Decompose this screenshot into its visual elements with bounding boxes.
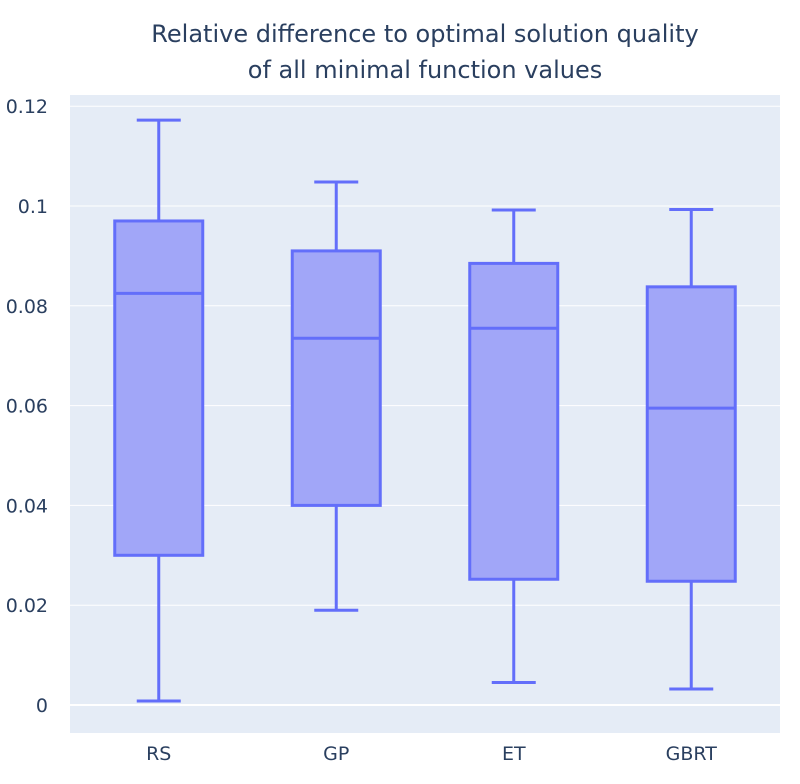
interquartile-box	[113, 219, 205, 557]
x-axis-ticks: RS GP ET GBRT	[146, 743, 717, 765]
x-tick-label: GP	[323, 743, 349, 765]
box-rs	[113, 118, 205, 703]
x-tick-label: RS	[146, 743, 171, 765]
y-tick-label: 0	[36, 695, 48, 717]
x-tick-label: ET	[502, 743, 526, 765]
chart-title-line-1: Relative difference to optimal solution …	[151, 20, 698, 48]
y-tick-label: 0.06	[6, 396, 48, 418]
interquartile-box	[468, 261, 560, 581]
y-axis-ticks: 0 0.02 0.04 0.06 0.08 0.1 0.12	[6, 96, 48, 717]
y-tick-label: 0.12	[6, 96, 48, 118]
box-gp	[290, 180, 382, 612]
y-tick-label: 0.04	[6, 495, 48, 517]
chart-title-line-2: of all minimal function values	[248, 56, 602, 84]
y-tick-label: 0.1	[18, 196, 48, 218]
box-et	[468, 208, 560, 685]
interquartile-box	[290, 249, 382, 507]
box-series	[113, 118, 737, 703]
interquartile-box	[645, 285, 737, 583]
y-tick-label: 0.02	[6, 595, 48, 617]
box-gbrt	[645, 207, 737, 691]
y-tick-label: 0.08	[6, 296, 48, 318]
x-tick-label: GBRT	[666, 743, 718, 765]
